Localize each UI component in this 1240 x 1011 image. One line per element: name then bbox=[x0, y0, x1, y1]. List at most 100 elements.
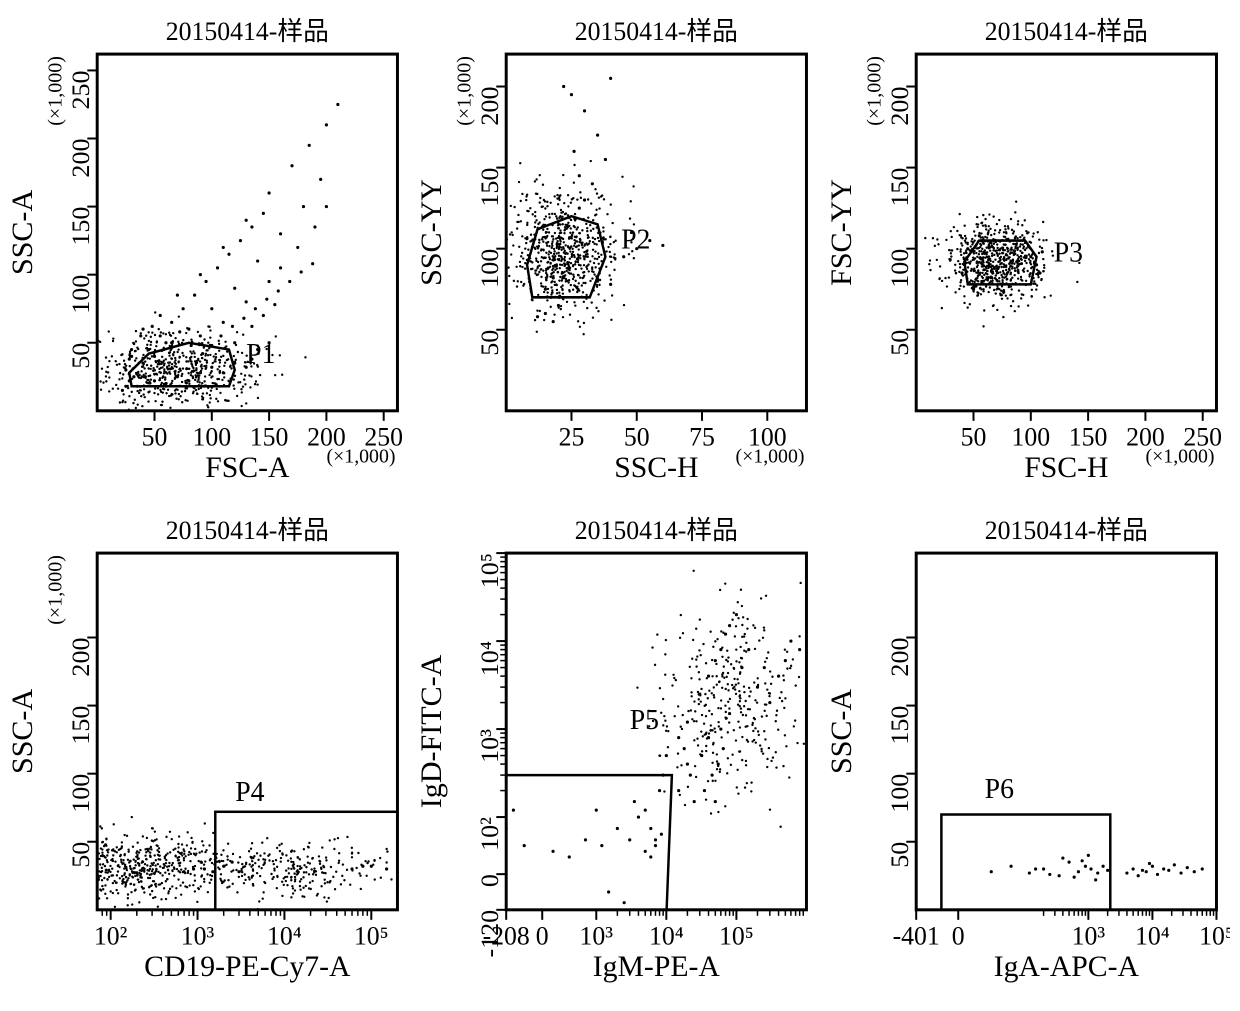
x-tick-label: 0 bbox=[951, 921, 964, 950]
y-axis-label: SSC-YY bbox=[419, 179, 448, 286]
x-tick-label: 10³ bbox=[580, 921, 614, 950]
y-tick-label: 150 bbox=[476, 168, 505, 207]
y-tick-label: 50 bbox=[476, 330, 505, 356]
y-axis-label: SSC-A bbox=[10, 189, 39, 275]
panel-p1: 20150414-样品5010015020025050100150200250F… bbox=[10, 10, 411, 501]
scatter-plot: 20150414-样品 10² 10³ 10⁴ 10⁵ 50 100 150 200 CD19-P… bbox=[10, 509, 411, 1000]
y-tick-label: 50 bbox=[66, 343, 95, 369]
x-tick-label: 50 bbox=[624, 422, 650, 451]
panel-p3: 20150414-样品5010015020025050100150200FSC-… bbox=[829, 10, 1230, 501]
data-points bbox=[989, 854, 1203, 882]
y-tick-label: 200 bbox=[885, 638, 914, 677]
x-axis-label: FSC-H bbox=[1024, 451, 1108, 484]
y-axis-label: SSC-A bbox=[10, 688, 39, 774]
x-tick-label: 0 bbox=[536, 921, 549, 950]
y-multiplier: (×1,000) bbox=[454, 56, 476, 126]
panel-p4: 20150414-样品 10² 10³ 10⁴ 10⁵ 50 100 150 200 CD19-P… bbox=[10, 509, 411, 1000]
y-multiplier: (×1,000) bbox=[45, 56, 67, 126]
x-tick-label: 50 bbox=[142, 422, 168, 451]
panel-p2: 20150414-样品25507510050100150200SSC-HSSC-… bbox=[419, 10, 820, 501]
y-tick-label: 50 bbox=[885, 330, 914, 356]
plot-frame bbox=[507, 54, 807, 411]
y-tick-label: 100 bbox=[885, 774, 914, 813]
panel-p6: 20150414-样品 -401 0 10³ 10⁴ 10⁵ 50 100 150 200 IgA-… bbox=[829, 509, 1230, 1000]
x-axis-label: IgA-APC-A bbox=[993, 950, 1139, 983]
plot-title: 20150414-样品 bbox=[166, 516, 329, 545]
gate bbox=[215, 812, 397, 910]
x-tick-label: 10⁵ bbox=[354, 921, 389, 950]
gate-label: P4 bbox=[235, 777, 264, 808]
y-tick-label: 100 bbox=[885, 249, 914, 288]
x-tick-label: 10⁴ bbox=[267, 921, 302, 950]
plot-frame bbox=[916, 553, 1216, 910]
y-axis-label: SSC-A bbox=[829, 688, 858, 774]
y-tick-label: 50 bbox=[885, 842, 914, 868]
plot-frame bbox=[916, 54, 1216, 411]
scatter-plot: 20150414-样品5010015020025050100150200FSC-… bbox=[829, 10, 1230, 501]
y-multiplier: (×1,000) bbox=[45, 555, 67, 625]
plot-title: 20150414-样品 bbox=[575, 516, 738, 545]
x-tick-label: 10⁵ bbox=[719, 921, 754, 950]
y-tick-label: 150 bbox=[885, 168, 914, 207]
y-tick-label: 100 bbox=[66, 774, 95, 813]
x-tick-label: 75 bbox=[689, 422, 715, 451]
y-tick-label: 250 bbox=[66, 70, 95, 109]
x-tick-label: 10³ bbox=[181, 921, 215, 950]
panel-grid: 20150414-样品5010015020025050100150200250F… bbox=[10, 10, 1230, 1000]
x-tick-label: 25 bbox=[559, 422, 585, 451]
y-tick-label: 200 bbox=[66, 638, 95, 677]
y-axis-label: FSC-YY bbox=[829, 179, 858, 286]
data-points bbox=[505, 570, 821, 905]
plot-title: 20150414-样品 bbox=[575, 17, 738, 46]
y-multiplier: (×1,000) bbox=[863, 56, 885, 126]
x-tick-label: 150 bbox=[250, 422, 289, 451]
x-tick-label: 10³ bbox=[1071, 921, 1105, 950]
panel-p5: 20150414-样品-208010³10⁴10⁵-120010²10³10⁴1… bbox=[419, 509, 820, 1000]
x-multiplier: (×1,000) bbox=[1145, 445, 1214, 467]
y-tick-label: 10⁵ bbox=[476, 553, 505, 588]
y-tick-label: 10⁴ bbox=[476, 641, 505, 676]
x-axis-label: FSC-A bbox=[205, 451, 290, 484]
scatter-plot: 20150414-样品5010015020025050100150200250F… bbox=[10, 10, 411, 501]
y-tick-label: 200 bbox=[476, 87, 505, 126]
x-tick-label: 150 bbox=[1068, 422, 1107, 451]
x-axis-label: IgM-PE-A bbox=[593, 950, 720, 983]
x-tick-label: 100 bbox=[192, 422, 231, 451]
plot-title: 20150414-样品 bbox=[166, 17, 329, 46]
gate-label: P5 bbox=[630, 705, 659, 736]
gate-label: P1 bbox=[246, 339, 275, 370]
y-tick-label: 150 bbox=[885, 706, 914, 745]
x-axis-label: SSC-H bbox=[615, 451, 699, 484]
y-tick-label: 50 bbox=[66, 842, 95, 868]
x-multiplier: (×1,000) bbox=[327, 445, 396, 467]
plot-title: 20150414-样品 bbox=[984, 516, 1147, 545]
y-tick-label: 10² bbox=[476, 817, 505, 851]
x-tick-label: 50 bbox=[960, 422, 986, 451]
x-tick-label: 10⁴ bbox=[649, 921, 684, 950]
y-tick-label: 100 bbox=[66, 275, 95, 314]
gate-label: P3 bbox=[1053, 238, 1082, 269]
plot-title: 20150414-样品 bbox=[984, 17, 1147, 46]
y-tick-label: 200 bbox=[66, 139, 95, 178]
y-tick-label: 150 bbox=[66, 706, 95, 745]
y-tick-label: 100 bbox=[476, 249, 505, 288]
x-tick-label: 100 bbox=[1011, 422, 1050, 451]
x-tick-label: 10⁵ bbox=[1199, 921, 1230, 950]
scatter-plot: 20150414-样品25507510050100150200SSC-HSSC-… bbox=[419, 10, 820, 501]
y-tick-label: 150 bbox=[66, 207, 95, 246]
x-multiplier: (×1,000) bbox=[736, 445, 805, 467]
gate-label: P2 bbox=[621, 225, 650, 256]
x-tick-label: 10⁴ bbox=[1135, 921, 1170, 950]
gate-label: P6 bbox=[984, 774, 1013, 805]
y-tick-label: 0 bbox=[476, 874, 505, 887]
y-tick-label: 10³ bbox=[476, 729, 505, 763]
y-axis-label: IgD-FITC-A bbox=[419, 654, 448, 808]
x-tick-label: 10² bbox=[94, 921, 128, 950]
gate bbox=[941, 815, 1110, 910]
scatter-plot: 20150414-样品-208010³10⁴10⁵-120010²10³10⁴1… bbox=[419, 509, 820, 1000]
y-tick-label: -120 bbox=[476, 910, 505, 958]
scatter-plot: 20150414-样品 -401 0 10³ 10⁴ 10⁵ 50 100 150 200 IgA-… bbox=[829, 509, 1230, 1000]
x-axis-label: CD19-PE-Cy7-A bbox=[144, 950, 351, 983]
x-tick-label: -401 bbox=[892, 921, 939, 950]
y-tick-label: 200 bbox=[885, 87, 914, 126]
